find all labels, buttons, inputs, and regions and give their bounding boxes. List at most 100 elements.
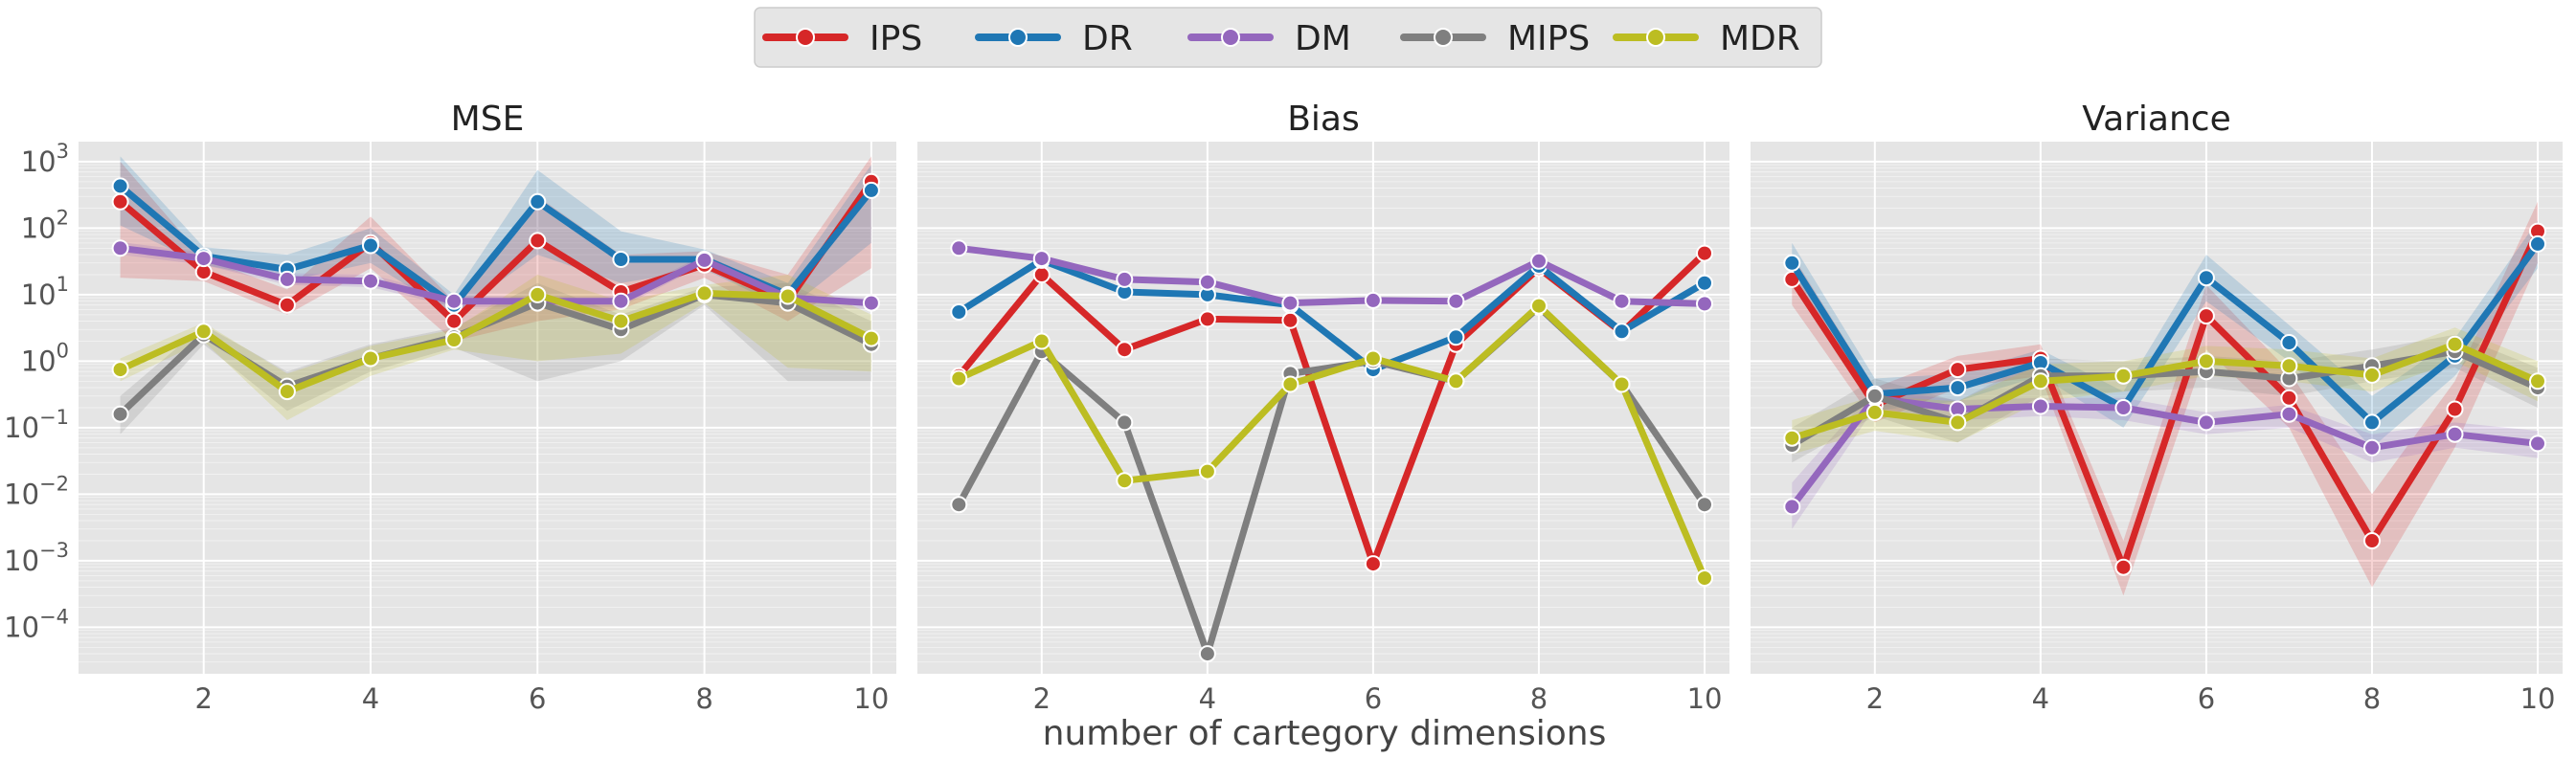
y-tick-label: 101 [21,273,69,311]
y-tick-label: 10−2 [4,472,69,510]
data-point-ips [1696,244,1713,262]
data-point-dr [1783,254,1801,272]
data-point-dm [1613,292,1631,310]
legend-swatch-marker [1008,28,1028,47]
legend-label: DR [1082,19,1133,58]
x-tick-label: 10 [853,682,889,715]
data-point-mdr [529,285,547,303]
data-point-mdr [2197,352,2215,370]
data-point-ips [2363,532,2381,549]
series-layer [1783,201,2546,596]
data-point-dm [2197,413,2215,432]
legend-entry-ips: IPS [762,19,922,58]
x-tick-label: 10 [1687,682,1723,715]
panel-variance: 2 4 6 8 10 Variance [1751,100,2563,715]
data-point-ips [1032,266,1051,283]
series-line-mdr [117,289,875,395]
data-point-mdr [445,331,463,348]
data-point-mips [950,496,968,514]
data-point-ips [529,232,547,250]
data-point-dr [612,251,630,268]
legend-entry-dr: DR [975,19,1133,58]
data-point-ips [1949,361,1967,379]
data-point-dm [612,292,630,310]
x-tick-label: 6 [1365,682,1382,715]
confidence-band-dr [1792,220,2538,448]
data-point-mdr [2031,372,2049,390]
confidence-band-dr [120,156,871,315]
data-point-mdr [1865,403,1884,421]
data-point-dr [2529,234,2546,253]
x-tick-label: 10 [2520,682,2556,715]
series-layer [950,239,1713,663]
data-point-dm [695,251,713,269]
data-point-mdr [194,323,213,341]
x-tick-label: 8 [1530,682,1548,715]
data-point-dm [862,294,880,312]
data-point-dm [2280,405,2298,423]
series-line-mdr [955,302,1708,582]
data-point-dr [2197,269,2215,287]
data-point-mdr [2529,372,2546,390]
data-point-ips [1364,555,1382,573]
legend-label: IPS [870,19,922,58]
data-point-ips [1198,310,1216,328]
data-point-mdr [1281,375,1299,393]
y-tick-label: 102 [21,206,69,244]
data-point-mdr [1447,372,1465,390]
data-point-mdr [111,361,129,379]
data-point-dm [2363,438,2381,457]
data-point-mdr [1530,297,1548,315]
data-point-mdr [1116,472,1134,490]
series-line-ips [1788,228,2542,571]
series-line-dm [955,244,1708,307]
data-point-dr [1949,379,1967,397]
confidence-band-mdr [1792,327,2538,455]
data-point-mips [111,405,129,423]
data-point-dr [1613,323,1631,341]
series-line-dr [955,256,1708,373]
x-tick-label: 4 [1199,682,1216,715]
data-point-mips [1198,645,1216,663]
legend-swatch-marker [1646,28,1665,47]
data-point-mdr [278,383,296,401]
x-tick-label: 8 [695,682,712,715]
x-tick-label: 6 [529,682,546,715]
confidence-band-mips [120,282,871,435]
y-tick-label: 103 [21,140,69,178]
data-point-mdr [695,284,713,302]
legend-label: MDR [1720,19,1800,58]
data-point-mdr [1198,462,1216,480]
legend-swatch-marker [1434,28,1453,47]
data-point-mips [1116,413,1134,432]
data-point-dm [1198,273,1216,291]
data-point-mdr [2446,335,2464,353]
legend-frame [754,7,1822,68]
data-point-mdr [862,329,880,347]
legend-entry-mips: MIPS [1400,19,1590,58]
data-point-dm [1530,252,1548,270]
x-tick-label: 6 [2198,682,2215,715]
data-point-mdr [1032,332,1051,350]
x-tick-label: 4 [2032,682,2049,715]
x-axis-label: number of cartegory dimensions [1043,714,1607,753]
data-point-dm [1447,292,1465,310]
data-point-mdr [1783,429,1801,447]
data-point-dm [1032,250,1051,268]
data-point-ips [2114,558,2133,576]
data-point-dr [362,236,379,255]
data-point-mdr [1364,349,1382,368]
y-tick-label: 10−3 [4,539,69,577]
data-point-dm [362,272,379,290]
panel-title: MSE [451,100,525,139]
legend-label: MIPS [1507,19,1590,58]
data-point-dm [445,292,463,310]
data-point-dm [2031,397,2049,415]
data-point-mdr [362,349,379,368]
legend-swatch-marker [796,28,815,47]
series-line-ips [117,178,875,325]
legend-swatch-marker [1221,28,1240,47]
legend-label: DM [1295,19,1351,58]
data-point-mdr [2363,366,2381,384]
data-point-dr [2363,413,2381,432]
